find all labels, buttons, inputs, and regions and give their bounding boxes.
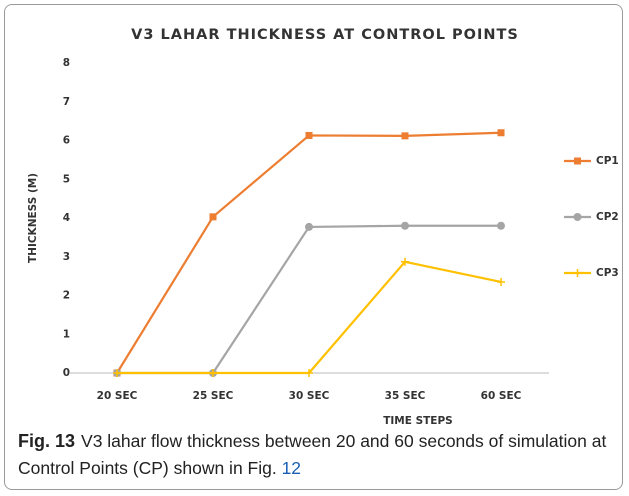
caption-text: V3 lahar flow thickness between 20 and 6…: [18, 431, 607, 478]
legend-label: CP1: [596, 155, 619, 167]
marker: [305, 131, 313, 139]
marker: [401, 257, 409, 266]
x-tick-label: 35 SEC: [385, 390, 426, 402]
x-axis-label: TIME STEPS: [383, 415, 453, 427]
marker: [113, 369, 121, 377]
chart: V3 LAHAR THICKNESS AT CONTROL POINTS TIM…: [27, 27, 619, 427]
marker: [305, 369, 313, 377]
marker: [401, 132, 409, 140]
marker: [497, 277, 505, 286]
marker: [209, 213, 217, 221]
x-tick-label: 60 SEC: [481, 390, 522, 402]
y-tick-label: 1: [63, 328, 70, 340]
x-tick-label: 30 SEC: [289, 390, 330, 402]
marker: [497, 221, 505, 230]
series-line: [117, 224, 501, 375]
y-axis-label: THICKNESS (M): [27, 173, 39, 263]
legend-label: CP2: [596, 211, 619, 223]
y-tick-label: 7: [63, 96, 70, 108]
legend-label: CP3: [596, 267, 619, 279]
figure-frame: [4, 4, 623, 490]
x-tick-label: 20 SEC: [97, 390, 138, 402]
y-tick-label: 3: [63, 251, 70, 263]
caption-label: Fig. 13: [18, 431, 76, 451]
marker: [573, 269, 582, 277]
marker: [305, 222, 313, 231]
caption-ref[interactable]: 12: [281, 458, 302, 478]
marker: [209, 369, 217, 377]
y-tick-label: 4: [63, 212, 70, 224]
chart-title: V3 LAHAR THICKNESS AT CONTROL POINTS: [131, 27, 519, 43]
y-tick-label: 6: [63, 135, 70, 147]
y-tick-label: 8: [63, 57, 70, 69]
x-tick-label: 25 SEC: [193, 390, 234, 402]
y-tick-label: 2: [63, 290, 70, 302]
marker: [497, 129, 505, 137]
y-tick-label: 5: [63, 173, 70, 185]
caption: Fig. 13 V3 lahar flow thickness between 2…: [18, 428, 608, 482]
y-tick-label: 0: [63, 367, 70, 379]
series-line: [116, 131, 502, 374]
marker: [574, 157, 581, 165]
marker: [573, 213, 582, 221]
marker: [401, 221, 409, 230]
